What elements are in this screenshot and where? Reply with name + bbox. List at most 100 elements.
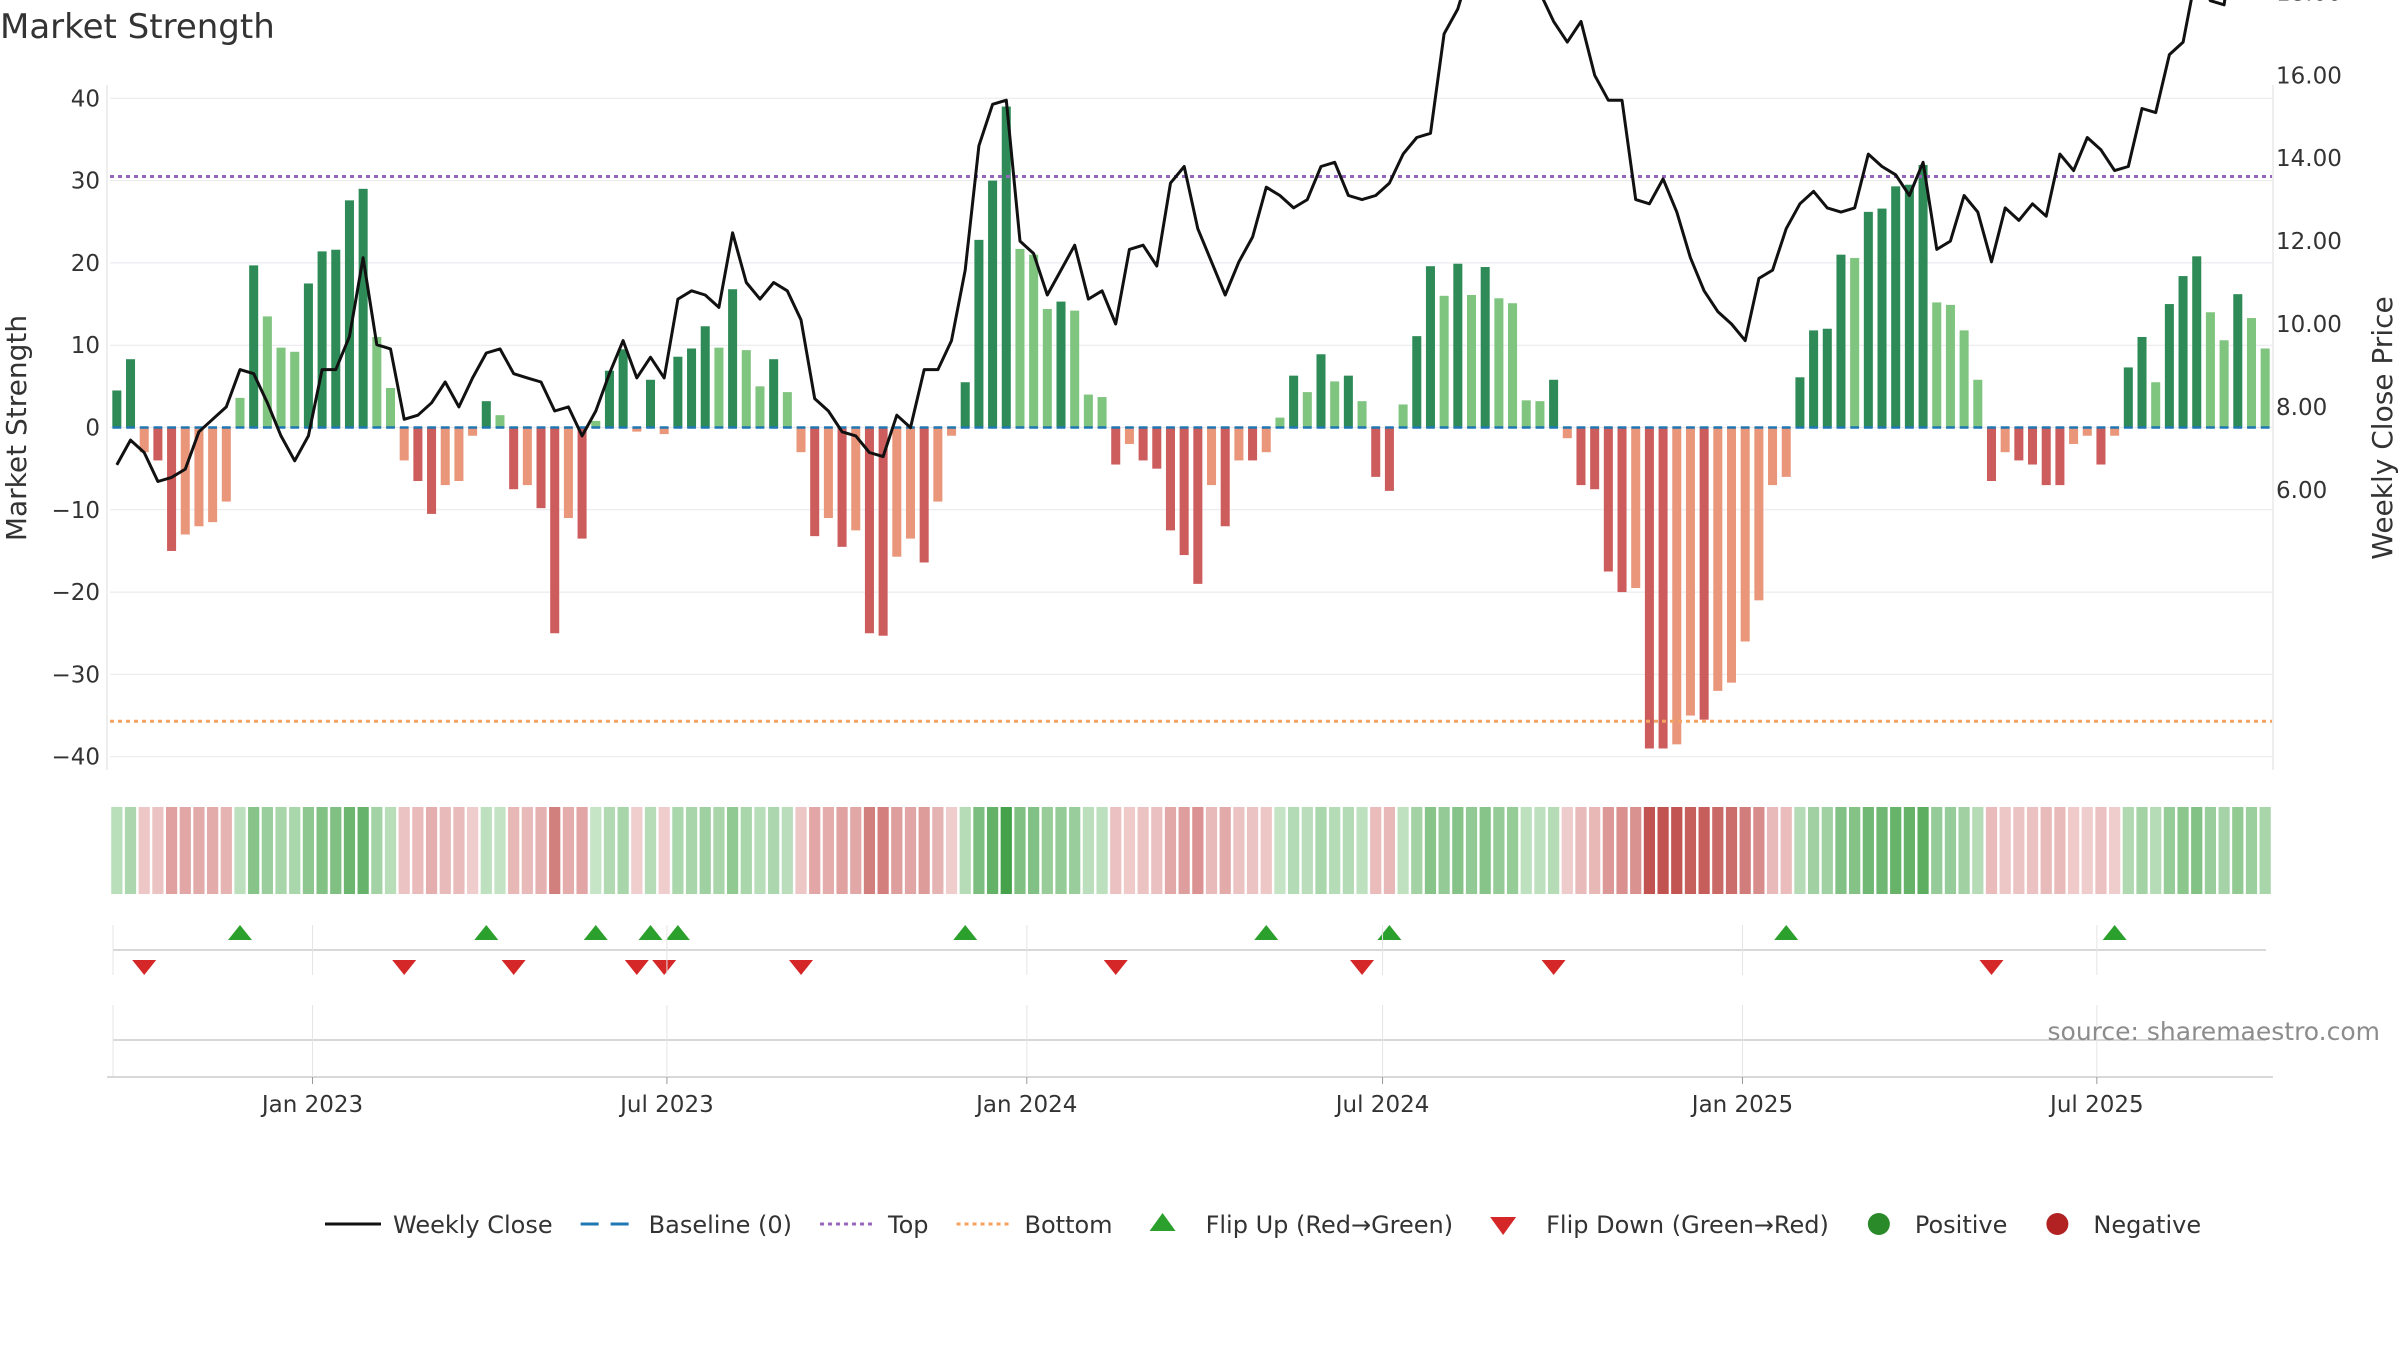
strength-heatmap-strip [111,807,2271,894]
strength-bar [2246,318,2256,428]
heatmap-cell [1862,807,1874,894]
heatmap-cell [248,807,260,894]
heatmap-cell [1397,807,1409,894]
strength-bar [1138,427,1148,461]
weekly-close-series [115,0,2227,483]
heatmap-cell [343,807,356,894]
heatmap-cell [863,807,876,894]
strength-bar [687,348,697,428]
strength-bar [2000,427,2010,453]
legend-item: Baseline (0) [580,1211,792,1239]
strength-bar [673,356,683,428]
heatmap-cell [795,807,807,894]
heatmap-cell [1602,807,1614,894]
heatmap-cell [1000,807,1012,894]
flip-down-marker [1979,960,2004,975]
strength-bar [933,427,943,502]
heatmap-cell [1794,807,1806,894]
strength-bar [892,427,902,557]
strength-bar [235,397,245,428]
strength-bar [358,188,368,428]
strength-bar [1330,381,1340,428]
x-tick-label: Jan 2024 [974,1092,1077,1118]
strength-bar [344,200,354,428]
strength-bar [645,379,656,428]
heatmap-cell [412,807,424,894]
legend-label: Flip Down (Green→Red) [1546,1211,1829,1239]
strength-bar [1973,379,1983,428]
heatmap-cell [193,807,205,894]
y-left-tick-label: −40 [51,745,100,771]
strength-bar [700,326,710,428]
x-tick-label: Jul 2025 [2048,1092,2144,1118]
heatmap-cell [631,807,643,894]
heatmap-cell [2095,807,2107,894]
strength-bar [1425,266,1435,428]
heatmap-cell [1028,807,1040,894]
strength-bar [1959,330,1969,428]
strength-bar [522,427,532,486]
heatmap-cell [2026,807,2039,894]
flip-down-marker [789,960,814,975]
heatmap-cell [1589,807,1601,894]
strength-bar [1097,397,1107,428]
strength-bar [1918,164,1928,428]
heatmap-cell [1616,807,1628,894]
heatmap-cell [1917,807,1929,894]
heatmap-cell [1712,807,1724,894]
strength-bar [180,427,190,535]
strength-bar [1453,263,1463,428]
heatmap-cell [549,807,561,894]
strength-bar [2219,340,2229,428]
strength-bar [536,427,546,509]
strength-bar [1384,427,1394,491]
flip-down-marker [624,960,649,975]
heatmap-cell [1849,807,1861,894]
strength-bar [2260,348,2270,428]
heatmap-cell [316,807,328,894]
heatmap-cell [850,807,862,894]
strength-bar [1083,394,1093,428]
heatmap-cell [1301,807,1313,894]
heatmap-cell [1548,807,1560,894]
strength-bar [604,370,614,428]
strength-bar [1672,427,1682,745]
legend-swatch-triangle-up [1149,1213,1176,1231]
strength-bar [1754,427,1764,601]
heatmap-cell [2109,807,2121,894]
strength-bar [837,427,847,547]
strength-bar [1713,427,1723,691]
strength-bar [1726,427,1737,683]
heatmap-cell [1575,807,1587,894]
heatmap-cell [945,807,958,894]
strength-bar [1603,427,1613,572]
strength-bar [1466,294,1477,428]
strength-bar [1261,427,1271,453]
heatmap-cell [111,807,123,894]
strength-bar [2164,304,2174,428]
strength-bar [1850,257,1860,428]
strength-bar [1248,427,1258,461]
strength-bar [167,427,177,551]
heatmap-cell [576,807,588,894]
strength-bar [1809,330,1819,428]
strength-bar [2110,427,2120,436]
flip-down-marker [1350,960,1375,975]
strength-bar [550,427,560,634]
strength-bar [1111,427,1121,465]
y-left-tick-label: 0 [85,416,100,442]
heatmap-cell [973,807,985,894]
heatmap-cell [1260,807,1272,894]
strength-bar [1535,401,1545,428]
strength-bar [1480,267,1490,428]
heatmap-cell [494,807,506,894]
flip-up-marker [227,925,252,940]
strength-bar [810,427,820,537]
heatmap-cell [986,807,999,894]
strength-bar [1343,375,1353,428]
strength-bar [126,359,136,428]
heatmap-cell [1329,807,1341,894]
strength-bar [2178,276,2188,428]
strength-bar [440,427,450,486]
heatmap-cell [165,807,178,894]
